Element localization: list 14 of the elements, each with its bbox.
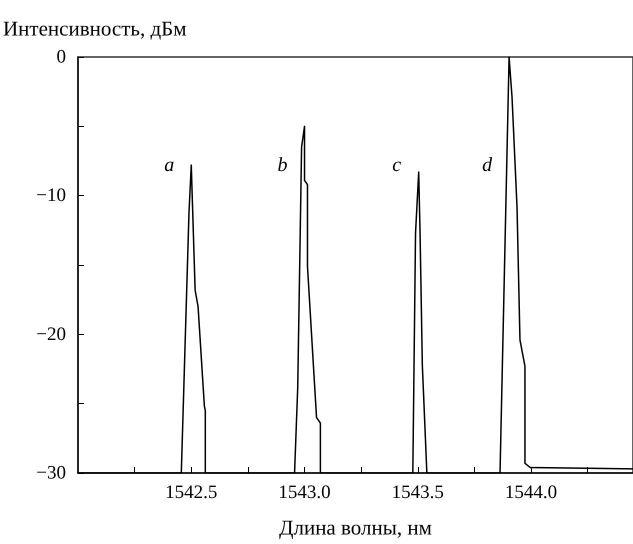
y-tick-label: −30 <box>36 462 66 484</box>
x-axis-title: Длина волны, нм <box>279 516 432 540</box>
x-tick-label: 1542.5 <box>165 482 218 503</box>
annotation: d <box>482 154 494 176</box>
annotation: a <box>164 154 174 176</box>
y-tick-label: 0 <box>56 46 66 68</box>
y-tick-label: −10 <box>36 185 66 206</box>
x-tick-label: 1544.0 <box>504 482 558 503</box>
annotation: c <box>392 154 402 176</box>
y-axis-title: Интенсивность, дБм <box>3 16 186 40</box>
y-tick-label: −20 <box>36 324 66 345</box>
annotation: b <box>278 154 288 176</box>
x-tick-label: 1543.0 <box>278 482 331 503</box>
x-tick-label: 1543.5 <box>392 482 444 503</box>
